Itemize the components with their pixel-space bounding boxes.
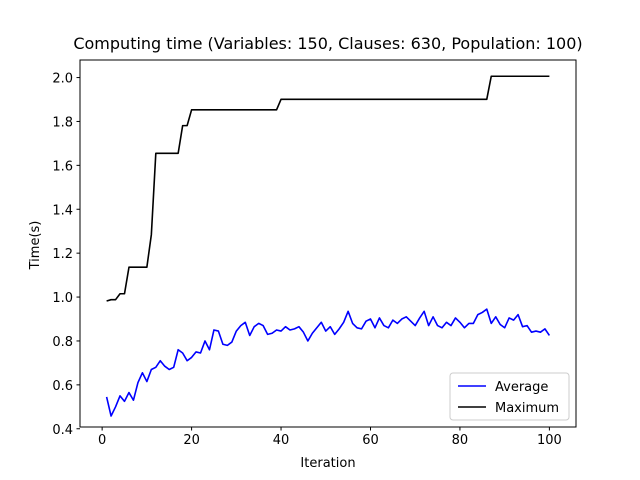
- y-tick-label: 2.0: [52, 72, 73, 87]
- y-tick-label: 0.6: [52, 379, 73, 394]
- legend-label-maximum: Maximum: [495, 401, 559, 416]
- x-tick-label: 0: [98, 433, 106, 448]
- x-tick-label: 20: [183, 433, 200, 448]
- x-axis-label: Iteration: [300, 456, 355, 471]
- x-tick-label: 100: [537, 433, 562, 448]
- y-tick-label: 1.0: [52, 291, 73, 306]
- series-line-maximum: [106, 75, 550, 302]
- x-tick-label: 40: [273, 433, 290, 448]
- x-tick-label: 60: [362, 433, 379, 448]
- series-layer: [105, 75, 551, 417]
- y-tick-label: 0.4: [52, 423, 73, 438]
- y-axis-label: Time(s): [28, 221, 43, 271]
- y-tick-label: 1.4: [52, 203, 73, 218]
- legend-frame: [449, 372, 570, 421]
- y-tick-label: 0.8: [52, 335, 73, 350]
- y-tick-label: 1.6: [52, 159, 73, 174]
- legend-label-average: Average: [495, 380, 548, 395]
- y-tick-label: 1.2: [52, 247, 73, 262]
- axes-layer: 0 20 40 60 80 100 0.4 0.6 0.8 1.0 1.2 1.4 1.6 1.8 2.0: [52, 59, 577, 448]
- plot-frame: [79, 59, 577, 428]
- x-tick-label: 80: [452, 433, 469, 448]
- series-line-average: [105, 308, 551, 417]
- y-tick-label: 1.8: [52, 115, 73, 130]
- chart-title: Computing time (Variables: 150, Clauses:…: [73, 34, 582, 53]
- legend: Average Maximum: [449, 372, 570, 421]
